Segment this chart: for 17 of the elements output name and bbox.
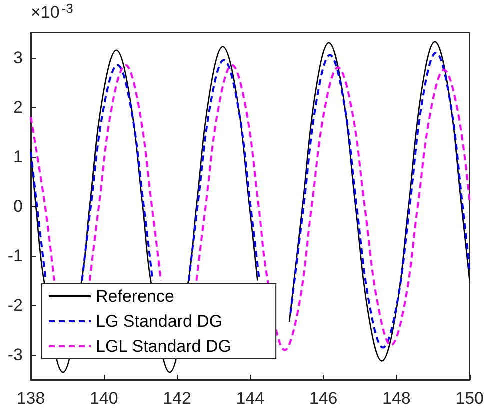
x-tick-label: 148 <box>382 389 411 408</box>
x-tick-label: 146 <box>309 389 338 408</box>
legend-label: LG Standard DG <box>96 312 223 331</box>
y-tick-label: 3 <box>14 48 23 68</box>
x-tick-label: 140 <box>90 389 118 408</box>
legend-label: Reference <box>96 287 174 306</box>
y-tick-label: -3 <box>8 346 23 365</box>
y-tick-label: 2 <box>14 98 23 117</box>
y-tick-label: -1 <box>8 246 23 266</box>
y-tick-label: 1 <box>14 147 23 166</box>
x-tick-label: 138 <box>16 389 46 408</box>
y-tick-label: -2 <box>8 296 23 316</box>
x-tick-label: 144 <box>236 389 265 408</box>
legend-label: LGL Standard DG <box>96 337 232 356</box>
x-tick-label: 142 <box>163 389 192 408</box>
y-tick-label: 0 <box>14 197 23 216</box>
x-tick-label: 150 <box>456 389 484 408</box>
